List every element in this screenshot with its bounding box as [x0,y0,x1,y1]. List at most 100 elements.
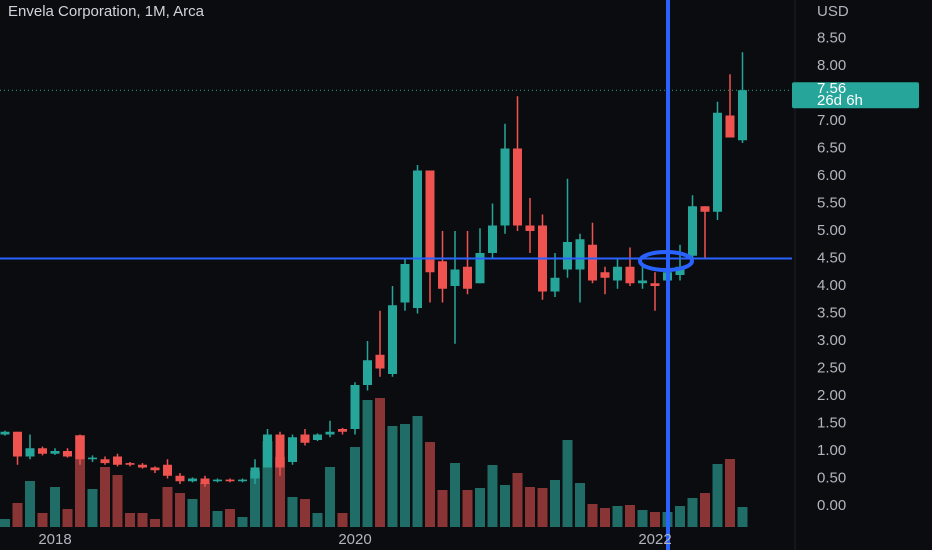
candle-body [388,305,397,374]
volume-bar [712,464,723,527]
volume-bar [487,465,498,527]
volume-bar [650,512,660,527]
y-tick-label: 6.00 [817,167,846,184]
drawing-layer [0,89,792,260]
y-tick-label: 7.00 [817,112,846,129]
candle-body [200,478,210,484]
y-tick-label: 0.00 [817,497,846,514]
candle-body [175,475,185,482]
volume-bar [212,511,223,527]
y-tick-label: 1.00 [817,442,846,459]
last-price-box [792,82,919,109]
candle-body [438,261,447,289]
candle-body [563,242,572,270]
y-tick-label: 2.50 [817,359,846,376]
candle-body [575,239,585,270]
x-tick-label: 2022 [638,531,671,548]
candle-body [225,479,235,482]
chart-title: Envela Corporation, 1M, Arca [8,3,205,20]
candle-body [450,269,460,286]
candle-body [0,431,10,435]
volume-bar [375,398,385,527]
volume-bar [350,447,360,527]
volume-bar [687,498,698,527]
candle-body [638,280,647,284]
volume-bar [525,487,535,527]
volume-bar [412,416,423,527]
volume-bar [325,467,335,527]
candle-body [275,434,285,468]
y-tick-label: 2.00 [817,387,846,404]
candle-body [413,170,422,308]
volume-bar [387,426,398,527]
volume-bar [612,506,623,527]
volume-bar [312,513,323,527]
volume-bar [262,441,273,527]
volume-bar [287,497,298,527]
candle-body [88,457,97,460]
volume-bar [700,493,710,527]
volume-bar [150,519,160,527]
candle-body [613,266,622,281]
volume-bar [437,490,448,527]
volume-bar [400,424,410,527]
candle-body [300,434,310,443]
candle-body [38,448,47,454]
volume-bar [25,481,35,527]
candle-body [600,272,610,278]
candle-body [188,478,197,482]
volume-bar [125,513,135,527]
volume-bar [50,487,60,527]
volume-bar [187,499,198,527]
volume-bar [587,504,598,527]
volume-bar [112,475,123,527]
volume-bar [75,435,85,527]
candle-body [375,354,385,369]
y-tick-label: 8.50 [817,29,846,46]
volume-bar [275,457,285,527]
volume-bar [137,513,148,527]
y-tick-label: 4.50 [817,249,846,266]
volume-bar [0,519,10,527]
candle-body [113,456,122,465]
volume-bar [737,507,748,527]
volume-bar [500,485,510,527]
candle-body [475,253,485,284]
x-tick-label: 2018 [38,531,71,548]
volume-bar [62,509,73,527]
volume-bar [237,517,248,527]
y-tick-label: 8.00 [817,57,846,74]
volume-bar [200,483,210,527]
candle-body [363,360,372,385]
candle-body [650,283,660,286]
candle-body [425,170,435,273]
candle-body [238,479,247,482]
candle-body [75,435,85,460]
candle-body [288,437,297,462]
candle-body [463,266,472,289]
y-tick-label: 3.50 [817,304,846,321]
volume-bar [37,513,48,527]
candle-body [350,385,360,429]
volume-layer [0,398,748,527]
candle-body [713,112,722,212]
bar-countdown: 26d 6h [817,92,863,109]
candle-body [525,225,535,231]
candle-body [588,244,597,281]
candle-body [63,451,72,457]
volume-bar [537,488,548,527]
volume-bar [250,471,260,527]
y-tick-label: 6.50 [817,139,846,156]
volume-bar [337,513,348,527]
y-axis-label: USD [817,3,849,20]
volume-bar [12,503,23,527]
candle-body [50,451,60,454]
volume-bar [175,493,185,527]
volume-bar [300,499,310,527]
y-tick-label: 4.00 [817,277,846,294]
candle-body [738,90,747,141]
volume-bar [87,489,98,527]
candle-body [250,467,260,479]
candle-body [688,206,697,256]
